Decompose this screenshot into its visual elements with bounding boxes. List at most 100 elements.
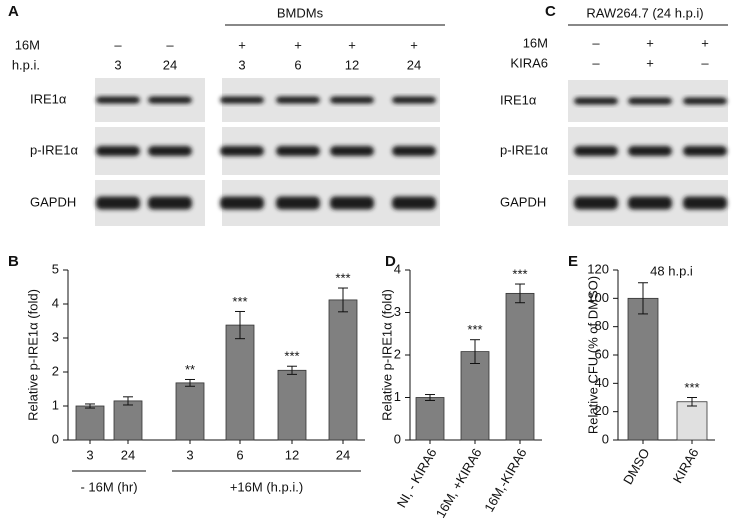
x-tick-label: 3 xyxy=(86,447,93,462)
y-tick-label: 4 xyxy=(394,261,401,276)
y-tick-label: 1 xyxy=(394,389,401,404)
significance: *** xyxy=(467,322,482,337)
condition-value: + xyxy=(410,37,418,52)
band xyxy=(148,146,192,156)
condition-value: + xyxy=(348,37,356,52)
band xyxy=(330,96,374,104)
condition-label: 16M xyxy=(15,37,40,52)
band xyxy=(148,96,192,104)
error-bar xyxy=(287,365,297,375)
band xyxy=(574,97,618,105)
bar xyxy=(676,401,708,441)
bar xyxy=(328,299,358,441)
x-tick-label: KIRA6 xyxy=(670,446,702,486)
error-bar xyxy=(425,394,435,401)
condition-value: – xyxy=(166,37,174,52)
y-tick-label: 120 xyxy=(587,261,609,276)
x-tick-label: DMSO xyxy=(620,446,652,487)
condition-value: + xyxy=(646,55,654,70)
y-tick-label: 3 xyxy=(394,304,401,319)
x-tick-label: 24 xyxy=(336,447,350,462)
x-tick-label: 12 xyxy=(285,447,299,462)
band-label: p-IRE1α xyxy=(500,142,548,157)
error-bar xyxy=(687,397,697,407)
band xyxy=(330,196,374,210)
band xyxy=(148,196,192,210)
band xyxy=(628,196,672,210)
condition-value: + xyxy=(701,35,709,50)
significance: *** xyxy=(284,349,299,364)
y-tick-label: 100 xyxy=(587,290,609,305)
band xyxy=(330,146,374,156)
band xyxy=(220,96,264,104)
band xyxy=(276,96,320,104)
y-tick-label: 2 xyxy=(52,363,59,378)
group-label: +16M (h.p.i.) xyxy=(230,479,303,494)
band-label: IRE1α xyxy=(30,91,67,106)
significance: ** xyxy=(185,362,195,377)
bar xyxy=(505,292,535,441)
y-tick-label: 60 xyxy=(595,346,609,361)
condition-value: – xyxy=(592,35,600,50)
band-label: GAPDH xyxy=(30,194,76,209)
y-tick-label: 0 xyxy=(394,431,401,446)
condition-label: KIRA6 xyxy=(510,55,548,70)
band-label: IRE1α xyxy=(500,92,537,107)
condition-value: 24 xyxy=(407,57,421,72)
error-bar xyxy=(470,339,480,364)
bar xyxy=(75,405,105,441)
band xyxy=(683,146,727,156)
x-tick-label: 16M, +KIRA6 xyxy=(433,446,485,521)
band xyxy=(96,196,140,210)
band xyxy=(96,96,140,104)
band xyxy=(220,196,264,210)
y-tick-label: 0 xyxy=(52,431,59,446)
bar xyxy=(113,400,143,441)
condition-value: 3 xyxy=(114,57,121,72)
band-label: GAPDH xyxy=(500,194,546,209)
bar xyxy=(460,351,490,441)
y-axis-label: Relative p-IRE1α (fold) xyxy=(379,289,394,421)
x-tick-label: NI, - KIRA6 xyxy=(394,446,440,510)
x-tick-label: 6 xyxy=(236,447,243,462)
error-bar xyxy=(235,310,245,340)
y-tick-label: 20 xyxy=(595,403,609,418)
y-tick-label: 1 xyxy=(52,397,59,412)
bar xyxy=(175,382,205,441)
band xyxy=(574,196,618,210)
significance: *** xyxy=(335,270,350,285)
bar xyxy=(225,324,255,441)
y-tick-label: 5 xyxy=(52,261,59,276)
bar xyxy=(627,297,659,441)
panel-letter: E xyxy=(568,253,578,270)
condition-value: – xyxy=(701,55,709,70)
condition-value: + xyxy=(238,37,246,52)
condition-value: – xyxy=(592,55,600,70)
condition-value: + xyxy=(646,35,654,50)
error-bar xyxy=(85,403,95,409)
band xyxy=(683,97,727,105)
band xyxy=(276,146,320,156)
group-label: - 16M (hr) xyxy=(80,479,137,494)
y-tick-label: 80 xyxy=(595,318,609,333)
error-bar xyxy=(638,282,648,315)
band xyxy=(628,146,672,156)
blot-header: RAW264.7 (24 h.p.i) xyxy=(586,5,703,20)
y-tick-label: 2 xyxy=(394,346,401,361)
condition-value: 12 xyxy=(345,57,359,72)
chart-annotation: 48 h.p.i xyxy=(650,263,693,278)
panel-letter: A xyxy=(8,3,19,20)
panel-letter: B xyxy=(8,253,19,270)
blot-header: BMDMs xyxy=(277,5,324,20)
significance: *** xyxy=(684,380,699,395)
band xyxy=(392,146,436,156)
band xyxy=(96,146,140,156)
x-tick-label: 3 xyxy=(186,447,193,462)
condition-value: 24 xyxy=(163,57,177,72)
condition-label: h.p.i. xyxy=(12,57,40,72)
error-bar xyxy=(515,283,525,304)
band xyxy=(392,96,436,104)
bar xyxy=(415,397,445,441)
y-tick-label: 3 xyxy=(52,329,59,344)
band xyxy=(574,146,618,156)
